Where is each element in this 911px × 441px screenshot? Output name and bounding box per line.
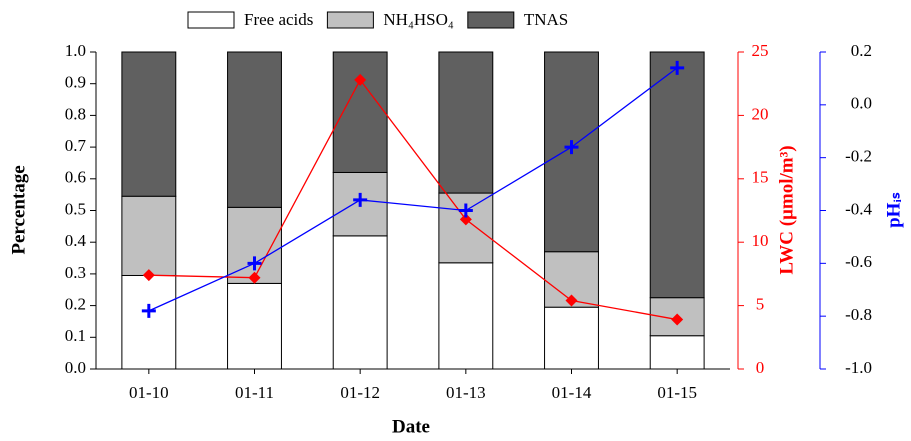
- y-tick-label: 0.3: [65, 263, 86, 282]
- x-axis-title: Date: [392, 416, 430, 437]
- bar: [544, 306, 599, 370]
- y-tick-label: 0.1: [65, 326, 86, 345]
- bar: [649, 51, 705, 299]
- y2-tick-label: 10: [752, 231, 769, 250]
- x-tick-label: 01-14: [552, 383, 592, 402]
- bar: [649, 335, 705, 370]
- legend-swatch: [326, 11, 374, 29]
- y-tick-label: 0.5: [65, 199, 86, 218]
- marker: [142, 269, 155, 282]
- marker: [671, 313, 684, 326]
- legend-label: Free acids: [244, 10, 313, 29]
- line: [148, 67, 678, 312]
- marker: [459, 213, 472, 226]
- y2-tick-label: 0: [756, 358, 765, 377]
- x-tick-label: 01-12: [340, 383, 380, 402]
- bar: [121, 195, 177, 276]
- y3-axis-title: pHᵢₛ: [883, 192, 904, 228]
- bar: [332, 235, 388, 370]
- bar: [438, 51, 494, 194]
- y3-tick-label: -0.2: [845, 147, 872, 166]
- bar: [227, 51, 282, 208]
- y3-tick-label: -1.0: [845, 358, 872, 377]
- y2-tick-label: 20: [752, 104, 769, 123]
- x-tick-label: 01-10: [129, 383, 169, 402]
- bar: [121, 51, 177, 197]
- legend-label: TNAS: [524, 10, 568, 29]
- marker: [458, 203, 473, 218]
- marker: [248, 271, 261, 284]
- line: [148, 78, 678, 321]
- marker: [565, 294, 578, 307]
- y2-tick-label: 25: [752, 41, 769, 60]
- y3-tick-label: -0.4: [845, 199, 872, 218]
- y-tick-label: 0.6: [65, 168, 86, 187]
- y-tick-label: 0.0: [65, 358, 86, 377]
- y3-tick-label: 0.2: [851, 41, 872, 60]
- y-tick-label: 0.8: [65, 104, 86, 123]
- legend-swatch: [467, 11, 515, 29]
- legend-label: NH₄HSO₄: [383, 10, 453, 29]
- marker: [670, 60, 685, 75]
- y3-tick-label: -0.6: [845, 252, 872, 271]
- y3-tick-label: 0.0: [851, 94, 872, 113]
- x-tick-label: 01-11: [235, 383, 274, 402]
- marker: [564, 140, 579, 155]
- y2-tick-label: 15: [752, 168, 769, 187]
- marker: [247, 256, 262, 271]
- y-tick-label: 0.4: [65, 231, 87, 250]
- y-tick-label: 0.9: [65, 73, 86, 92]
- legend-swatch: [187, 11, 235, 29]
- y-tick-label: 1.0: [65, 41, 86, 60]
- x-tick-label: 01-15: [657, 383, 697, 402]
- marker: [354, 73, 367, 86]
- y2-tick-label: 5: [756, 295, 765, 314]
- x-tick-label: 01-13: [446, 383, 486, 402]
- bar: [438, 262, 494, 370]
- y3-tick-label: -0.8: [845, 305, 872, 324]
- marker: [141, 303, 156, 318]
- y-tick-label: 0.7: [65, 136, 87, 155]
- y-tick-label: 0.2: [65, 295, 86, 314]
- marker: [353, 192, 368, 207]
- y-axis-title: Percentage: [8, 165, 29, 254]
- bar: [227, 282, 282, 370]
- bar: [332, 51, 388, 173]
- bar: [121, 274, 177, 370]
- y2-axis-title: LWC (μmol/m³): [776, 145, 797, 274]
